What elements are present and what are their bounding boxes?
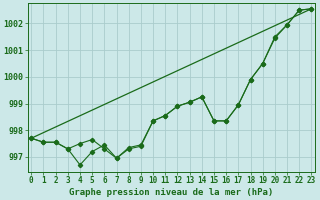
X-axis label: Graphe pression niveau de la mer (hPa): Graphe pression niveau de la mer (hPa) (69, 188, 274, 197)
